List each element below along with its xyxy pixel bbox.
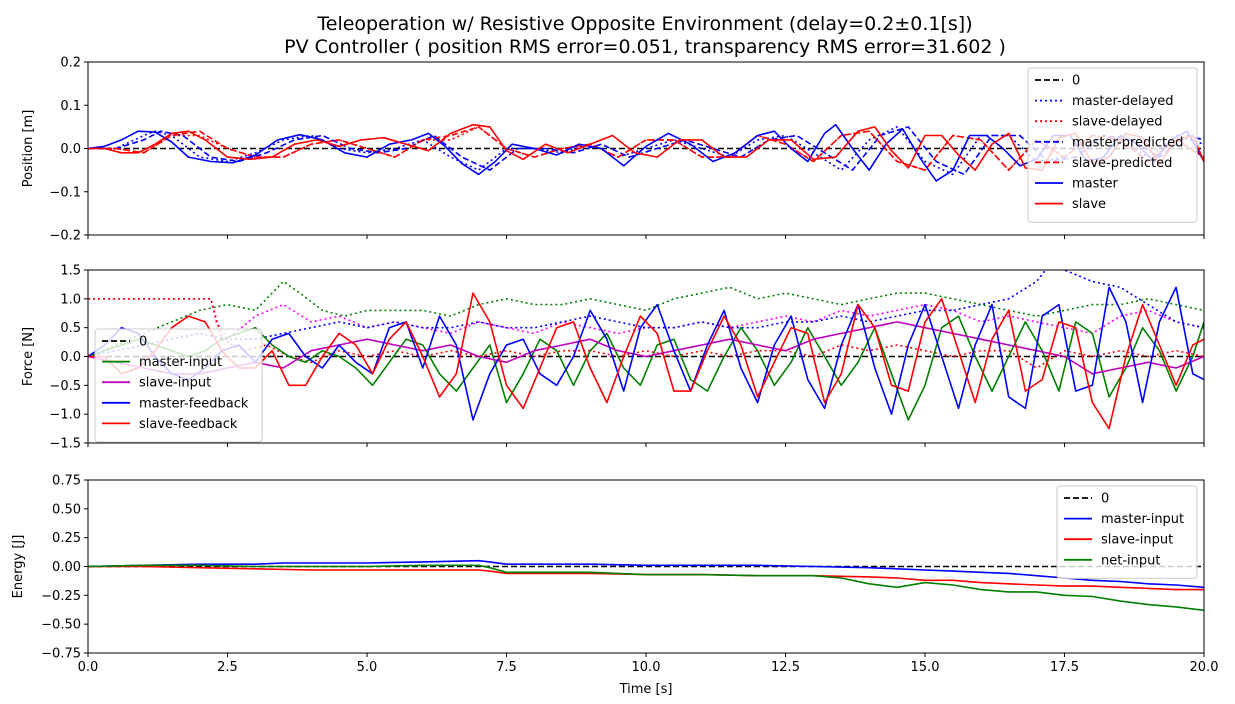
y-axis-label: Force [N] xyxy=(21,327,36,386)
y-tick-label: −1.5 xyxy=(49,437,81,452)
series-line-unlabeled-1 xyxy=(88,297,1204,341)
x-axis-label: Time [s] xyxy=(619,682,673,697)
panel-3: −0.75 −0.50 −0.25 0.00 0.25 0.50 0.75 0.0 2.5 5.0… xyxy=(11,474,1218,676)
y-axis-label: Energy [J] xyxy=(11,535,26,599)
x-tick-label: 7.5 xyxy=(496,660,517,675)
legend-label: 0 xyxy=(1101,492,1109,507)
series-line-net-input xyxy=(88,564,1204,612)
legend-label: master-delayed xyxy=(1072,94,1173,109)
series-line-slave-feedback xyxy=(88,292,1204,430)
panel-2: −1.5 −1.0 −0.5 0.0 0.5 1.0 1.5 Force [N] 0 master… xyxy=(21,264,1205,452)
y-tick-label: 0.0 xyxy=(60,350,81,365)
series-line-unlabeled-4 xyxy=(88,280,1204,358)
series-group xyxy=(88,270,1204,430)
y-tick-label: −1.0 xyxy=(49,408,81,423)
legend-label: master xyxy=(1072,177,1118,192)
legend-label: slave-input xyxy=(139,376,211,391)
x-tick-label: 17.5 xyxy=(1050,660,1079,675)
legend: 0 master-input slave-input net-input xyxy=(1056,485,1198,579)
legend-label: 0 xyxy=(1072,74,1080,89)
y-tick-label: −0.75 xyxy=(41,647,81,662)
y-tick-label: −0.2 xyxy=(49,229,81,244)
y-tick-label: 1.5 xyxy=(60,264,81,279)
series-line-slave-delayed xyxy=(88,126,1204,171)
y-tick-label: 0.2 xyxy=(60,56,81,71)
x-tick-label: 0.0 xyxy=(78,660,99,675)
y-tick-label: −0.1 xyxy=(49,185,81,200)
y-tick-label: 0.0 xyxy=(60,142,81,157)
x-tick-label: 12.5 xyxy=(771,660,800,675)
x-tick-label: 5.0 xyxy=(357,660,378,675)
legend-label: net-input xyxy=(1101,553,1160,568)
x-tick-label: 10.0 xyxy=(632,660,661,675)
x-tick-label: 15.0 xyxy=(911,660,940,675)
y-tick-label: 0.5 xyxy=(60,321,81,336)
title-line-1: Teleoperation w/ Resistive Opposite Envi… xyxy=(316,13,972,35)
title-line-2: PV Controller ( position RMS error=0.051… xyxy=(284,36,1006,58)
series-line-master-delayed xyxy=(88,126,1204,176)
legend-label: slave xyxy=(1072,197,1106,212)
legend-label: master-input xyxy=(139,355,222,370)
y-tick-label: 0.00 xyxy=(52,560,81,575)
legend: 0 master-input slave-input master-feedback s… xyxy=(94,328,263,443)
legend-box xyxy=(94,328,263,443)
series-group xyxy=(88,559,1204,612)
y-tick-label: −0.5 xyxy=(49,379,81,394)
series-line-slave-input xyxy=(88,565,1204,591)
legend-label: slave-input xyxy=(1101,533,1173,548)
series-line-master-feedback xyxy=(88,286,1204,421)
y-tick-label: −0.50 xyxy=(41,618,81,633)
legend-label: slave-predicted xyxy=(1072,156,1172,171)
legend: 0 master-delayed slave-delayed master-predi… xyxy=(1027,67,1198,223)
y-tick-label: 1.0 xyxy=(60,292,81,307)
y-tick-label: 0.25 xyxy=(52,531,81,546)
y-tick-label: 0.1 xyxy=(60,99,81,114)
series-line-slave-input xyxy=(88,321,1204,375)
series-line-master-input xyxy=(88,315,1204,421)
x-tick-label: 20.0 xyxy=(1190,660,1219,675)
x-tick-label: 2.5 xyxy=(217,660,238,675)
y-axis-label: Position [m] xyxy=(21,110,36,188)
legend-box xyxy=(1027,67,1198,223)
legend-label: master-input xyxy=(1101,512,1184,527)
legend-label: master-feedback xyxy=(139,396,249,411)
y-tick-label: −0.25 xyxy=(41,589,81,604)
legend-label: master-predicted xyxy=(1072,135,1183,150)
y-tick-label: 0.50 xyxy=(52,502,81,517)
legend-label: slave-feedback xyxy=(139,417,238,432)
legend-box xyxy=(1056,485,1198,579)
y-tick-label: 0.75 xyxy=(52,474,81,489)
legend-label: slave-delayed xyxy=(1072,115,1163,130)
legend-label: 0 xyxy=(139,335,147,350)
panel-1: −0.2 −0.1 0.0 0.1 0.2 Position [m] 0 master-del… xyxy=(21,56,1205,244)
